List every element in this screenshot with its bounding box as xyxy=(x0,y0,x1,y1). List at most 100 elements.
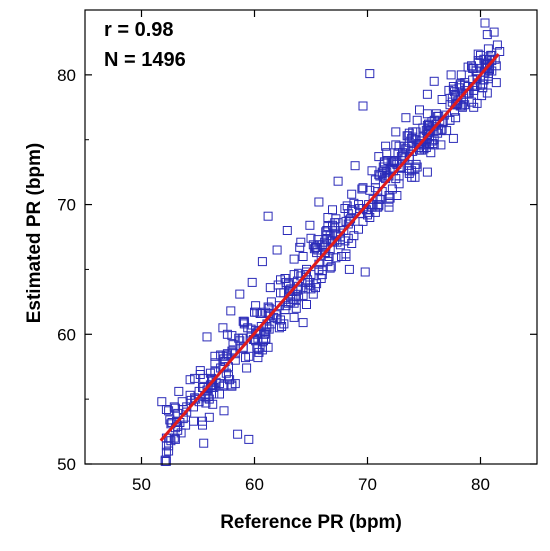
data-point xyxy=(305,220,315,230)
data-point xyxy=(483,44,493,54)
data-point xyxy=(289,254,299,264)
data-point xyxy=(476,80,485,90)
data-point xyxy=(251,325,261,335)
data-point xyxy=(480,18,490,28)
data-point xyxy=(314,264,324,274)
data-point xyxy=(202,332,212,342)
data-point xyxy=(323,257,333,267)
data-point xyxy=(247,277,257,287)
data-point xyxy=(467,97,476,107)
data-point xyxy=(262,323,272,333)
data-point xyxy=(489,27,499,37)
data-point xyxy=(446,70,456,80)
data-point xyxy=(161,456,171,466)
data-point xyxy=(238,316,248,326)
data-point xyxy=(320,237,330,247)
data-point xyxy=(365,185,375,195)
data-point xyxy=(323,222,333,232)
data-point xyxy=(456,70,466,80)
data-point xyxy=(282,226,292,235)
data-point xyxy=(241,353,250,363)
data-point xyxy=(161,405,171,414)
data-point xyxy=(350,161,360,171)
data-point xyxy=(426,126,436,136)
data-point xyxy=(176,428,186,438)
data-point xyxy=(300,284,310,294)
data-point xyxy=(308,289,318,299)
data-point xyxy=(422,89,432,99)
data-point xyxy=(298,318,308,328)
data-point xyxy=(354,200,363,210)
y-tick-label: 60 xyxy=(57,325,76,344)
regression-line xyxy=(159,53,500,442)
data-point xyxy=(314,197,324,207)
data-point xyxy=(302,300,311,309)
data-point xyxy=(244,434,254,444)
data-point xyxy=(298,252,308,261)
data-point xyxy=(208,399,218,409)
y-axis-title: Estimated PR (bpm) xyxy=(24,143,45,324)
data-point xyxy=(360,267,370,277)
data-point xyxy=(349,231,359,241)
data-point xyxy=(422,167,432,177)
data-point xyxy=(355,209,365,219)
data-point xyxy=(311,283,320,293)
data-point xyxy=(189,416,198,426)
data-point xyxy=(391,174,401,184)
data-point xyxy=(277,322,287,331)
data-point xyxy=(164,441,174,451)
data-point xyxy=(349,198,359,208)
data-point xyxy=(448,84,458,94)
data-point xyxy=(264,324,274,334)
data-point xyxy=(164,446,174,456)
data-point xyxy=(340,204,350,213)
data-point xyxy=(404,128,414,138)
data-point xyxy=(364,207,374,217)
x-tick-label: 70 xyxy=(358,475,377,494)
data-point xyxy=(210,358,220,368)
data-point xyxy=(412,115,422,125)
data-point xyxy=(391,127,401,137)
data-point xyxy=(281,277,291,287)
data-point xyxy=(230,349,240,359)
data-point xyxy=(384,191,394,200)
data-point xyxy=(164,406,174,416)
data-point xyxy=(347,189,357,199)
data-point xyxy=(331,214,341,224)
data-point xyxy=(317,266,327,276)
data-point xyxy=(288,294,298,304)
data-point xyxy=(233,429,243,439)
data-point xyxy=(199,438,209,448)
data-point xyxy=(394,141,404,151)
data-point xyxy=(339,226,349,235)
data-point xyxy=(257,257,267,267)
data-point xyxy=(182,407,192,417)
data-point xyxy=(417,145,427,155)
data-point xyxy=(219,406,229,416)
data-point xyxy=(429,140,439,150)
data-point xyxy=(390,156,400,165)
data-point xyxy=(313,235,323,245)
x-tick-label: 50 xyxy=(132,475,151,494)
data-point xyxy=(235,289,245,299)
data-point xyxy=(429,76,439,86)
data-point xyxy=(263,302,273,312)
data-point xyxy=(401,113,411,123)
data-point xyxy=(226,306,236,316)
data-point xyxy=(437,124,447,134)
x-tick-label: 60 xyxy=(245,475,264,494)
data-point xyxy=(218,381,228,391)
data-point xyxy=(312,248,322,258)
y-tick-label: 70 xyxy=(57,196,76,215)
data-point xyxy=(263,342,273,352)
data-point xyxy=(190,373,200,383)
data-point xyxy=(410,172,420,182)
data-point xyxy=(384,202,394,212)
data-point xyxy=(253,353,263,363)
data-point xyxy=(276,288,285,298)
data-point xyxy=(326,262,336,272)
data-point xyxy=(328,205,337,215)
axes: 50 60 70 80 50 60 70 80 xyxy=(57,9,538,494)
data-point xyxy=(483,74,493,84)
data-point xyxy=(404,152,414,162)
